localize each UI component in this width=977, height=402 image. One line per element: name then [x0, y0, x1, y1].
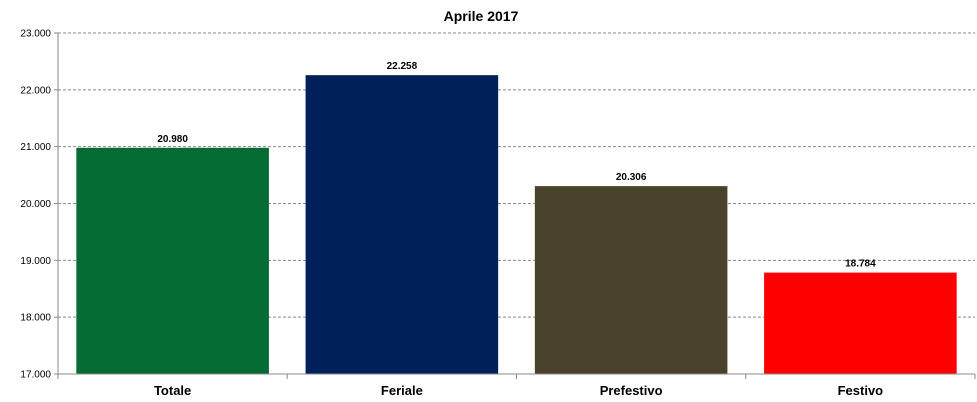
- data-label: 20.980: [157, 134, 188, 145]
- bars: 20.980 22.258 20.306 18.784: [76, 61, 957, 374]
- x-category-label: Feriale: [381, 383, 423, 398]
- y-tick-label: 18.000: [20, 313, 51, 324]
- data-label: 22.258: [387, 61, 418, 72]
- y-tick-label: 20.000: [20, 199, 51, 210]
- data-label: 20.306: [616, 172, 647, 183]
- bar-festivo: [764, 272, 957, 374]
- x-category-label: Prefestivo: [600, 383, 663, 398]
- chart-title: Aprile 2017: [444, 8, 519, 24]
- data-label: 18.784: [845, 259, 876, 270]
- y-tick-label: 21.000: [20, 142, 51, 153]
- y-tick-label: 23.000: [20, 29, 51, 40]
- bar-prefestivo: [534, 186, 728, 374]
- y-tick-label: 22.000: [20, 85, 51, 96]
- bar-feriale: [305, 75, 499, 374]
- y-tick-label: 19.000: [20, 256, 51, 267]
- x-category-label: Totale: [154, 383, 191, 398]
- bar-totale: [76, 147, 269, 374]
- x-category-label: Festivo: [838, 383, 884, 398]
- y-tick-label: 17.000: [20, 370, 51, 381]
- x-axis: Totale Feriale Prefestivo Festivo: [57, 373, 976, 398]
- y-axis: 17.000 18.000 19.000 20.000 21.000 22.000 23.0…: [20, 29, 59, 381]
